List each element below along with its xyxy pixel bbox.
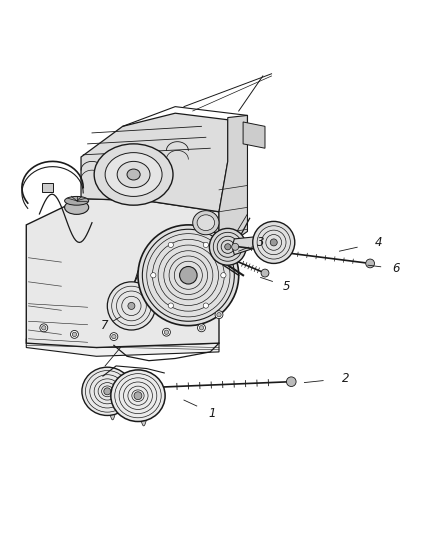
Ellipse shape [127, 169, 140, 180]
Circle shape [209, 229, 246, 265]
Circle shape [221, 273, 226, 278]
Ellipse shape [105, 152, 162, 197]
Text: 6: 6 [392, 262, 400, 275]
Circle shape [203, 243, 208, 247]
Circle shape [198, 324, 205, 332]
Circle shape [180, 266, 197, 284]
Circle shape [232, 243, 239, 251]
Circle shape [40, 324, 48, 332]
Ellipse shape [111, 370, 165, 422]
FancyBboxPatch shape [42, 183, 53, 192]
Polygon shape [243, 122, 265, 148]
Ellipse shape [64, 197, 88, 205]
Circle shape [138, 225, 239, 326]
Circle shape [203, 303, 208, 308]
Polygon shape [232, 236, 274, 255]
Circle shape [215, 311, 223, 319]
Circle shape [217, 312, 221, 317]
Polygon shape [81, 113, 228, 212]
Circle shape [225, 244, 231, 250]
Circle shape [72, 332, 77, 336]
Polygon shape [26, 199, 219, 348]
Circle shape [261, 269, 269, 277]
Text: 7: 7 [101, 319, 109, 332]
Circle shape [270, 239, 277, 246]
Circle shape [42, 326, 46, 330]
Circle shape [71, 330, 78, 338]
Ellipse shape [117, 161, 150, 188]
Ellipse shape [193, 211, 219, 235]
Circle shape [151, 273, 156, 278]
Circle shape [107, 282, 155, 330]
Ellipse shape [94, 144, 173, 205]
Ellipse shape [109, 372, 117, 420]
Text: 4: 4 [375, 236, 383, 249]
Circle shape [128, 302, 135, 310]
Text: 1: 1 [208, 407, 216, 419]
Text: 3: 3 [257, 236, 265, 249]
Circle shape [162, 328, 170, 336]
Polygon shape [219, 115, 247, 251]
Circle shape [164, 330, 169, 334]
Circle shape [199, 326, 204, 330]
Circle shape [168, 243, 173, 247]
Circle shape [134, 392, 142, 400]
Circle shape [168, 303, 173, 308]
Ellipse shape [140, 374, 148, 426]
Text: 5: 5 [283, 280, 291, 293]
Circle shape [366, 259, 374, 268]
Text: 2: 2 [342, 372, 350, 385]
Circle shape [112, 334, 116, 339]
Circle shape [253, 221, 295, 263]
Ellipse shape [82, 367, 133, 415]
Ellipse shape [64, 200, 88, 214]
Circle shape [104, 388, 111, 395]
Ellipse shape [197, 215, 215, 231]
Polygon shape [26, 339, 219, 356]
Circle shape [110, 333, 118, 341]
Circle shape [286, 377, 296, 386]
